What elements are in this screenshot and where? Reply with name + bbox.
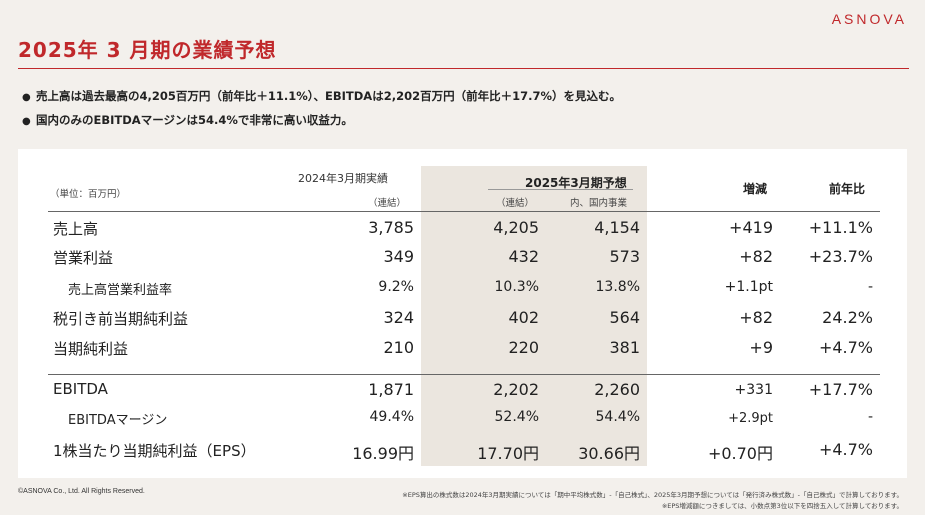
cell-actual: 324 <box>383 308 414 327</box>
cell-yoy: +4.7% <box>818 440 873 459</box>
col-header-change: 増減 <box>743 182 768 196</box>
cell-change: +419 <box>729 218 773 237</box>
cell-domestic: 30.66円 <box>578 444 640 463</box>
cell-yoy: +23.7% <box>808 247 873 266</box>
col-subheader-actual: （連結） <box>368 198 407 209</box>
cell-domestic: 2,260 <box>594 380 640 399</box>
cell-actual: 349 <box>383 247 414 266</box>
cell-change: +0.70円 <box>707 444 773 463</box>
cell-actual: 210 <box>383 338 414 357</box>
bullet-item: ● 売上高は過去最高の4,205百万円（前年比＋11.1%）、EBITDAは2,2… <box>22 86 621 110</box>
cell-domestic: 564 <box>609 308 640 327</box>
cell-domestic: 381 <box>609 338 640 357</box>
col-subheader-forecast: （連結） <box>496 198 535 209</box>
row-label: 税引き前当期純利益 <box>53 310 189 328</box>
cell-yoy: 24.2% <box>822 308 873 327</box>
section-divider <box>48 374 880 375</box>
cell-forecast: 4,205 <box>493 218 539 237</box>
cell-domestic: 573 <box>609 247 640 266</box>
cell-yoy: +4.7% <box>818 338 873 357</box>
cell-forecast: 432 <box>508 247 539 266</box>
cell-yoy: +17.7% <box>808 380 873 399</box>
cell-forecast: 2,202 <box>493 380 539 399</box>
cell-domestic: 54.4% <box>595 409 640 425</box>
cell-change: +82 <box>739 308 773 327</box>
row-label: 売上高 <box>53 220 99 238</box>
cell-change: +82 <box>739 247 773 266</box>
cell-forecast: 220 <box>508 338 539 357</box>
row-label: EBITDAマージン <box>68 413 168 428</box>
footnote-eps-rounding: ※EPS増減額につきましては、小数点第3位以下を四捨五入して計算しております。 <box>661 502 903 510</box>
cell-forecast: 10.3% <box>494 279 539 295</box>
copyright-text: ©ASNOVA Co., Ltd. All Rights Reserved. <box>18 488 145 495</box>
cell-actual: 9.2% <box>378 279 414 295</box>
col-header-forecast: 2025年3月期予想 <box>525 176 627 190</box>
page-title: 2025年 3 月期の業績予想 <box>18 38 277 62</box>
forecast-header-rule <box>488 189 633 190</box>
row-label: 売上高営業利益率 <box>68 283 173 298</box>
cell-actual: 49.4% <box>369 409 414 425</box>
row-label: EBITDA <box>53 380 108 398</box>
cell-yoy: +11.1% <box>808 218 873 237</box>
unit-label: （単位：百万円） <box>50 189 127 200</box>
cell-change: +1.1pt <box>724 279 773 295</box>
cell-actual: 1,871 <box>368 380 414 399</box>
cell-forecast: 52.4% <box>494 409 539 425</box>
col-header-yoy: 前年比 <box>829 182 866 196</box>
col-subheader-domestic: 内、国内事業 <box>570 198 628 209</box>
cell-domestic: 4,154 <box>594 218 640 237</box>
header-divider <box>48 211 880 212</box>
summary-bullets: ● 売上高は過去最高の4,205百万円（前年比＋11.1%）、EBITDAは2,2… <box>22 86 621 134</box>
bullet-item: ● 国内のみのEBITDAマージンは54.4%で非常に高い収益力。 <box>22 110 621 134</box>
cell-yoy: - <box>867 409 873 425</box>
cell-change: +2.9pt <box>728 411 773 426</box>
footnote-eps-shares: ※EPS算出の株式数は2024年3月期実績については「期中平均株式数」-「自己株… <box>402 491 903 499</box>
title-divider <box>18 68 909 69</box>
forecast-table: （単位：百万円） 2024年3月期実績 （連結） 2025年3月期予想 （連結）… <box>18 149 907 478</box>
cell-yoy: - <box>867 279 873 295</box>
cell-actual: 3,785 <box>368 218 414 237</box>
cell-change: +331 <box>734 382 773 398</box>
company-logo: ASNOVA <box>831 11 907 27</box>
bullet-dot-icon: ● <box>22 116 31 127</box>
cell-forecast: 402 <box>508 308 539 327</box>
cell-change: +9 <box>749 338 773 357</box>
cell-domestic: 13.8% <box>595 279 640 295</box>
bullet-text: 売上高は過去最高の4,205百万円（前年比＋11.1%）、EBITDAは2,20… <box>36 89 621 103</box>
row-label: 1株当たり当期純利益（EPS） <box>53 442 256 460</box>
row-label: 営業利益 <box>53 249 114 267</box>
bullet-text: 国内のみのEBITDAマージンは54.4%で非常に高い収益力。 <box>36 113 353 127</box>
cell-forecast: 17.70円 <box>477 444 539 463</box>
row-label: 当期純利益 <box>53 340 129 358</box>
cell-actual: 16.99円 <box>352 444 414 463</box>
forecast-column-highlight <box>421 166 647 466</box>
bullet-dot-icon: ● <box>22 92 31 103</box>
col-header-actual: 2024年3月期実績 <box>298 172 388 185</box>
